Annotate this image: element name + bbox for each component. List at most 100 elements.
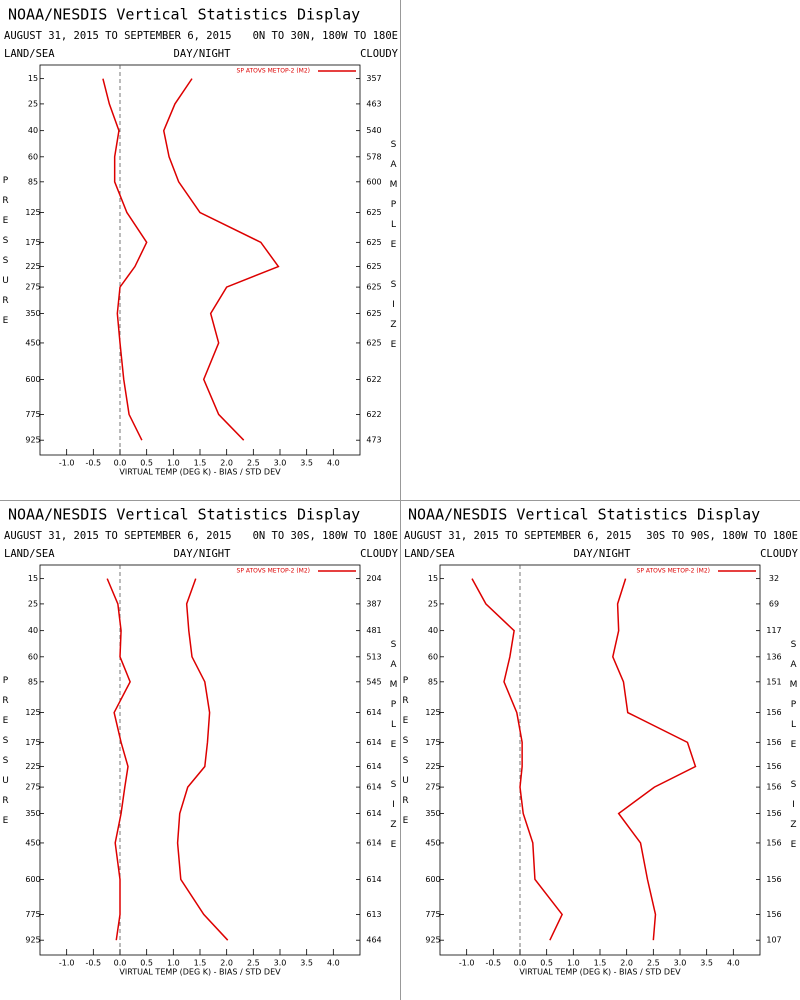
x-tick-label: -0.5 [86, 959, 102, 968]
sample-size: 463 [366, 99, 381, 108]
sample-size: 357 [366, 74, 381, 83]
y-tick-label: 450 [25, 838, 40, 847]
sample-size: 156 [766, 875, 781, 884]
sample-size: 387 [366, 599, 381, 608]
y-tick-label: 600 [425, 875, 440, 884]
x-tick-label: 2.5 [247, 959, 260, 968]
profile-line [162, 78, 280, 441]
sample-size: 622 [366, 375, 381, 384]
y-axis-label: PRESSURE [1, 176, 11, 336]
y-tick-label: 40 [428, 626, 438, 635]
sample-size: 614 [366, 738, 381, 747]
y-tick-label: 85 [28, 177, 38, 186]
x-tick-label: 1.5 [194, 959, 207, 968]
sample-size: 540 [366, 126, 381, 135]
y-tick-label: 25 [28, 99, 38, 108]
y-tick-label: 125 [425, 708, 440, 717]
legend-label: SP ATOVS METOP-2 (M2) [237, 568, 310, 575]
y-tick-label: 175 [25, 238, 40, 247]
x-tick-label: 2.5 [247, 459, 260, 468]
x-tick-label: 4.0 [727, 959, 740, 968]
y-tick-label: 25 [428, 599, 438, 608]
sample-size: 156 [766, 809, 781, 818]
x-tick-label: 1.0 [167, 959, 180, 968]
time-label: DAY/NIGHT [174, 48, 232, 60]
region: 0N TO 30N, 180W TO 180E [253, 30, 398, 42]
sample-size: 481 [366, 626, 381, 635]
x-tick-label: 0.5 [140, 959, 153, 968]
x-tick-label: 3.0 [274, 959, 287, 968]
sample-size: 625 [366, 338, 381, 347]
legend-label: SP ATOVS METOP-2 (M2) [637, 568, 710, 575]
subtitle: AUGUST 31, 2015 TO SEPTEMBER 6, 2015 [404, 530, 632, 542]
x-tick-label: 0.0 [514, 959, 527, 968]
x-tick-label: 3.5 [700, 959, 713, 968]
sample-size: 614 [366, 708, 381, 717]
legend-label: SP ATOVS METOP-2 (M2) [237, 68, 310, 75]
y-tick-label: 60 [428, 652, 438, 661]
chart-title: NOAA/NESDIS Vertical Statistics Display [408, 506, 760, 524]
sample-size: 204 [366, 574, 381, 583]
surface-label: LAND/SEA [4, 548, 55, 560]
surface-label: LAND/SEA [4, 48, 55, 60]
x-tick-label: 2.0 [220, 459, 233, 468]
y-tick-label: 85 [428, 677, 438, 686]
sample-size: 473 [366, 436, 381, 445]
x-tick-label: -0.5 [86, 459, 102, 468]
y-tick-label: 40 [28, 626, 38, 635]
y-tick-label: 15 [428, 574, 438, 583]
x-tick-label: 4.0 [327, 959, 340, 968]
chart-title: NOAA/NESDIS Vertical Statistics Display [8, 6, 360, 24]
y-tick-label: 350 [25, 809, 40, 818]
y-tick-label: 450 [425, 838, 440, 847]
y-tick-label: 925 [25, 436, 40, 445]
y-tick-label: 225 [425, 762, 440, 771]
y-tick-label: 60 [28, 152, 38, 161]
x-tick-label: 3.5 [300, 459, 313, 468]
y-axis-label: PRESSURE [401, 676, 411, 836]
sample-size: 545 [366, 677, 381, 686]
y-tick-label: 125 [25, 708, 40, 717]
x-axis-label: VIRTUAL TEMP (DEG K) - BIAS / STD DEV [519, 968, 681, 977]
sample-size: 614 [366, 783, 381, 792]
sample-size: 614 [366, 875, 381, 884]
cloud-label: CLOUDY [360, 548, 399, 560]
y-tick-label: 925 [25, 936, 40, 945]
sample-size: 625 [366, 309, 381, 318]
x-tick-label: 1.5 [594, 959, 607, 968]
y-tick-label: 25 [28, 599, 38, 608]
sample-size: 614 [366, 809, 381, 818]
y-tick-label: 925 [425, 936, 440, 945]
y-tick-label: 15 [28, 574, 38, 583]
sample-size: 32 [769, 574, 779, 583]
profile-line [471, 578, 564, 941]
sample-size: 513 [366, 652, 381, 661]
y2-axis-label: SAMPLE SIZE [389, 140, 399, 360]
y-tick-label: 225 [25, 262, 40, 271]
sample-size: 625 [366, 238, 381, 247]
panel: NOAA/NESDIS Vertical Statistics Display A… [1, 6, 399, 477]
subtitle: AUGUST 31, 2015 TO SEPTEMBER 6, 2015 [4, 30, 232, 42]
panel: NOAA/NESDIS Vertical Statistics Display A… [401, 506, 799, 977]
sample-size: 464 [366, 936, 381, 945]
x-tick-label: -1.0 [459, 959, 475, 968]
y-tick-label: 275 [25, 283, 40, 292]
sample-size: 136 [766, 652, 781, 661]
sample-size: 156 [766, 762, 781, 771]
sample-size: 600 [366, 177, 381, 186]
chart-title: NOAA/NESDIS Vertical Statistics Display [8, 506, 360, 524]
cloud-label: CLOUDY [360, 48, 399, 60]
y-axis-label: PRESSURE [1, 676, 11, 836]
y-tick-label: 175 [25, 738, 40, 747]
x-tick-label: 2.5 [647, 959, 660, 968]
sample-size: 107 [766, 936, 781, 945]
y-tick-label: 350 [25, 309, 40, 318]
panel: NOAA/NESDIS Vertical Statistics Display A… [1, 506, 399, 977]
y-tick-label: 350 [425, 809, 440, 818]
sample-size: 613 [366, 910, 381, 919]
y-tick-label: 175 [425, 738, 440, 747]
y2-axis-label: SAMPLE SIZE [389, 640, 399, 860]
profile-line [106, 578, 131, 941]
time-label: DAY/NIGHT [574, 548, 632, 560]
sample-size: 156 [766, 838, 781, 847]
